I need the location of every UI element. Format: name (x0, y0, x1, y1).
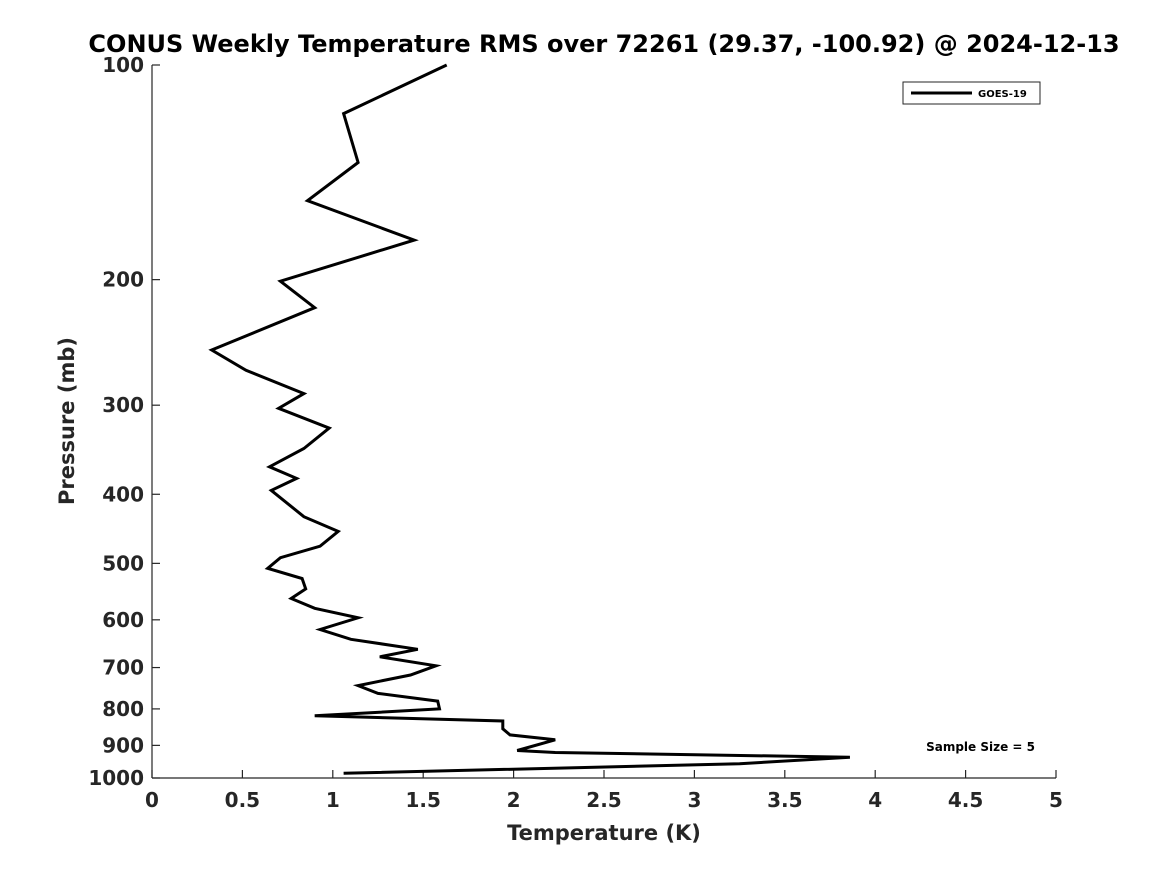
y-tick-label: 800 (102, 697, 144, 721)
x-tick-label: 2.5 (586, 788, 621, 812)
y-tick-label: 200 (102, 268, 144, 292)
x-tick-label: 3.5 (767, 788, 802, 812)
x-tick-label: 2 (507, 788, 521, 812)
chart-title: CONUS Weekly Temperature RMS over 72261 … (88, 30, 1119, 58)
y-axis-label: Pressure (mb) (55, 337, 79, 505)
y-tick-label: 1000 (88, 766, 144, 790)
series-lines (208, 63, 850, 775)
x-tick-label: 0 (145, 788, 159, 812)
series-line-goes-19 (208, 63, 850, 775)
x-tick-label: 3 (687, 788, 701, 812)
x-tick-label: 4 (868, 788, 882, 812)
y-tick-label: 300 (102, 393, 144, 417)
x-tick-label: 4.5 (948, 788, 983, 812)
y-tick-label: 500 (102, 551, 144, 575)
sample-size-annotation: Sample Size = 5 (926, 740, 1035, 754)
x-tick-label: 0.5 (225, 788, 260, 812)
x-tick-label: 1 (326, 788, 340, 812)
legend-label-goes-19: GOES-19 (978, 89, 1027, 100)
y-ticks: 100 200 300 400 500 600 700 800 900 1000 (88, 53, 160, 790)
x-tick-label: 5 (1049, 788, 1063, 812)
plot-area: 0 0.5 1 1.5 2 2.5 3 3.5 4 4.5 5 100 200 300 400 500 600… (88, 53, 1063, 812)
x-ticks: 0 0.5 1 1.5 2 2.5 3 3.5 4 4.5 5 (145, 770, 1063, 812)
x-axis-label: Temperature (K) (507, 821, 701, 845)
x-tick-label: 1.5 (405, 788, 440, 812)
y-tick-label: 100 (102, 53, 144, 77)
y-tick-label: 600 (102, 608, 144, 632)
legend: GOES-19 (902, 81, 1041, 105)
y-tick-label: 900 (102, 733, 144, 757)
y-tick-label: 700 (102, 656, 144, 680)
y-tick-label: 400 (102, 482, 144, 506)
